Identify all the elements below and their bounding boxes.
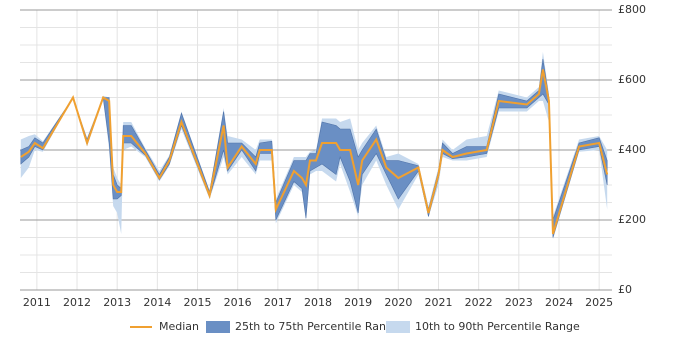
- x-tick-label: 2017: [264, 296, 292, 309]
- x-tick-label: 2013: [103, 296, 131, 309]
- x-tick-label: 2014: [143, 296, 171, 309]
- legend-label: 25th to 75th Percentile Range: [235, 320, 400, 333]
- legend-label: Median: [159, 320, 199, 333]
- y-tick-label: £600: [618, 73, 646, 86]
- legend-swatch: [386, 321, 410, 333]
- x-tick-label: 2019: [344, 296, 372, 309]
- y-tick-label: £0: [618, 283, 632, 296]
- x-tick-label: 2020: [384, 296, 412, 309]
- x-tick-label: 2018: [304, 296, 332, 309]
- x-tick-label: 2016: [224, 296, 252, 309]
- x-tick-label: 2023: [505, 296, 533, 309]
- x-tick-label: 2021: [424, 296, 452, 309]
- median-line: [20, 69, 609, 235]
- range-band: [20, 58, 608, 238]
- x-tick-label: 2015: [184, 296, 212, 309]
- x-tick-label: 2012: [63, 296, 91, 309]
- y-tick-label: £400: [618, 143, 646, 156]
- y-tick-label: £200: [618, 213, 646, 226]
- x-tick-label: 2011: [23, 296, 51, 309]
- y-tick-label: £800: [618, 3, 646, 16]
- legend-swatch: [206, 321, 230, 333]
- x-tick-label: 2024: [545, 296, 573, 309]
- x-tick-label: 2022: [465, 296, 493, 309]
- x-tick-label: 2025: [585, 296, 613, 309]
- legend-label: 10th to 90th Percentile Range: [415, 320, 580, 333]
